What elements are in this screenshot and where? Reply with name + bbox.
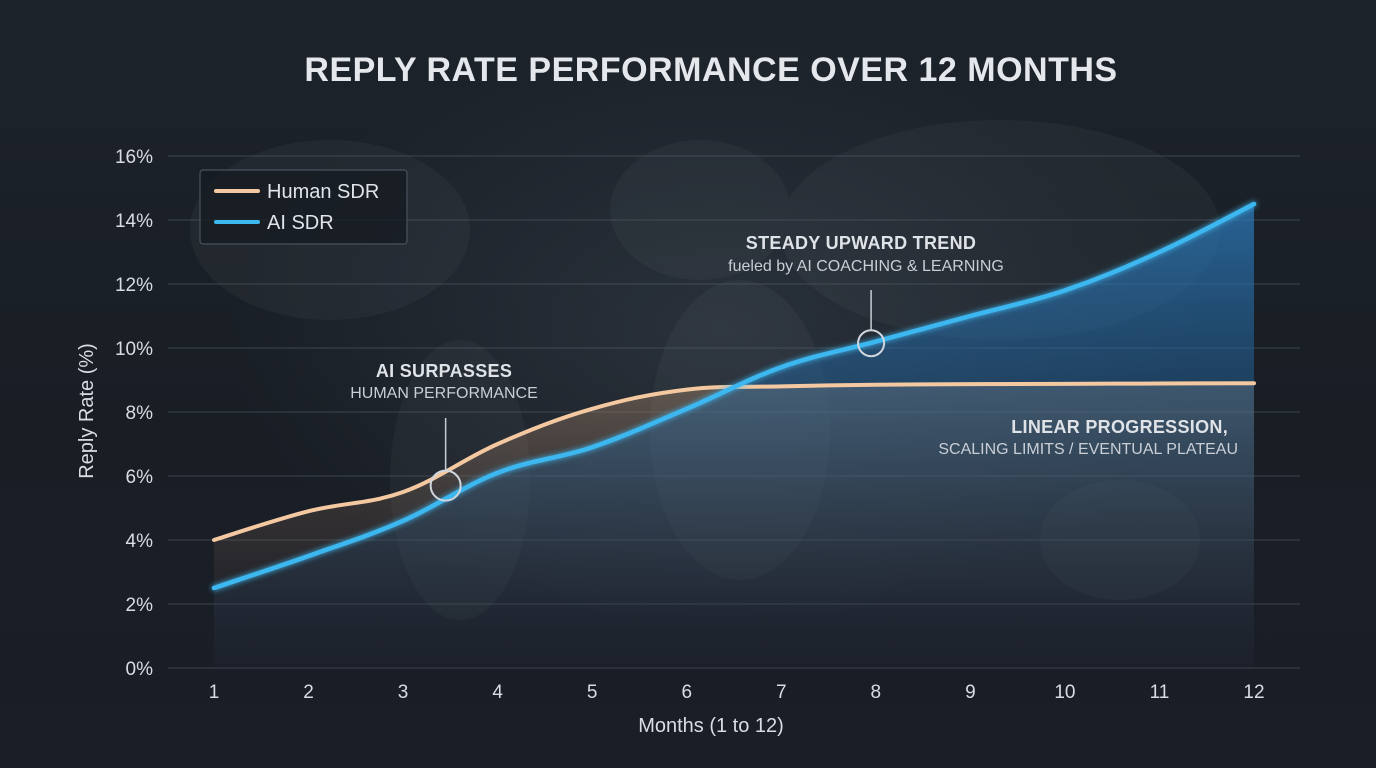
annotation-linear-progression: LINEAR PROGRESSION, SCALING LIMITS / EVE… <box>938 417 1238 458</box>
annotation-ai-surpasses: AI SURPASSES HUMAN PERFORMANCE <box>350 361 538 502</box>
legend-label-human-sdr: Human SDR <box>267 181 379 203</box>
annotation-text: HUMAN PERFORMANCE <box>350 385 538 402</box>
y-tick-label: 6% <box>126 467 154 488</box>
annotation-heading: AI SURPASSES <box>376 361 512 381</box>
x-tick-label: 10 <box>1054 682 1075 703</box>
x-tick-label: 4 <box>492 682 503 703</box>
x-tick-label: 3 <box>398 682 409 703</box>
x-tick-label: 11 <box>1150 682 1170 703</box>
annotation-text: SCALING LIMITS / EVENTUAL PLATEAU <box>938 441 1238 458</box>
annotation-marker <box>429 469 462 502</box>
y-tick-label: 10% <box>115 339 153 360</box>
human-sdr-line <box>212 381 1256 542</box>
y-tick-label: 16% <box>115 147 153 168</box>
x-tick-label: 7 <box>776 682 787 703</box>
y-tick-label: 14% <box>115 211 153 232</box>
y-axis-label: Reply Rate (%) <box>76 343 98 479</box>
legend: Human SDR AI SDR <box>199 169 408 245</box>
x-tick-label: 2 <box>303 682 314 703</box>
x-tick-label: 5 <box>587 682 598 703</box>
annotation-text: fueled by AI COACHING & LEARNING <box>728 258 1004 275</box>
annotation-steady-upward: STEADY UPWARD TREND fueled by AI COACHIN… <box>728 233 1004 358</box>
x-tick-label: 8 <box>871 682 882 703</box>
y-tick-label: 0% <box>126 659 154 680</box>
ai-sdr-line <box>211 201 1257 591</box>
annotation-heading: LINEAR PROGRESSION, <box>1011 417 1228 437</box>
y-axis-ticks: 0% 2% 4% 6% 8% 10% 12% 14% 16% <box>115 147 153 680</box>
chart-title: REPLY RATE PERFORMANCE OVER 12 MONTHS <box>304 51 1117 89</box>
y-tick-label: 2% <box>126 595 154 616</box>
y-tick-label: 4% <box>126 531 154 552</box>
x-tick-label: 1 <box>209 682 220 703</box>
annotation-marker <box>857 329 886 358</box>
legend-box <box>199 169 408 245</box>
x-tick-label: 6 <box>681 682 692 703</box>
y-tick-label: 8% <box>126 403 154 424</box>
x-axis-label: Months (1 to 12) <box>638 715 784 737</box>
x-axis-ticks: 1 2 3 4 5 6 7 8 9 10 11 12 <box>209 682 1265 703</box>
ai-sdr-area <box>214 204 1254 668</box>
y-tick-label: 12% <box>115 275 153 296</box>
x-tick-label: 12 <box>1243 682 1264 703</box>
x-tick-label: 9 <box>965 682 976 703</box>
legend-label-ai-sdr: AI SDR <box>267 212 334 234</box>
annotation-heading: STEADY UPWARD TREND <box>746 233 976 253</box>
